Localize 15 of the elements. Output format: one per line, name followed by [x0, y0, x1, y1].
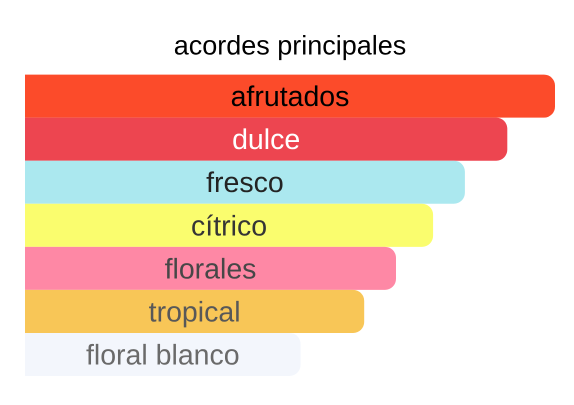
chart-title: acordes principales — [174, 30, 406, 60]
bar — [25, 118, 508, 161]
y-tick-label: florales — [164, 253, 256, 286]
bar — [25, 332, 301, 376]
y-tick-label: tropical — [148, 296, 241, 328]
bar — [25, 74, 555, 118]
y-tick-label: fresco — [206, 167, 284, 200]
bar — [25, 290, 364, 333]
bar — [25, 160, 465, 204]
y-tick-label: cítrico — [191, 210, 268, 242]
y-tick-label: afrutados — [230, 81, 350, 114]
bar — [25, 246, 396, 290]
bar — [25, 204, 434, 247]
y-tick-label: dulce — [232, 124, 300, 156]
y-tick-label: floral blanco — [86, 339, 240, 372]
